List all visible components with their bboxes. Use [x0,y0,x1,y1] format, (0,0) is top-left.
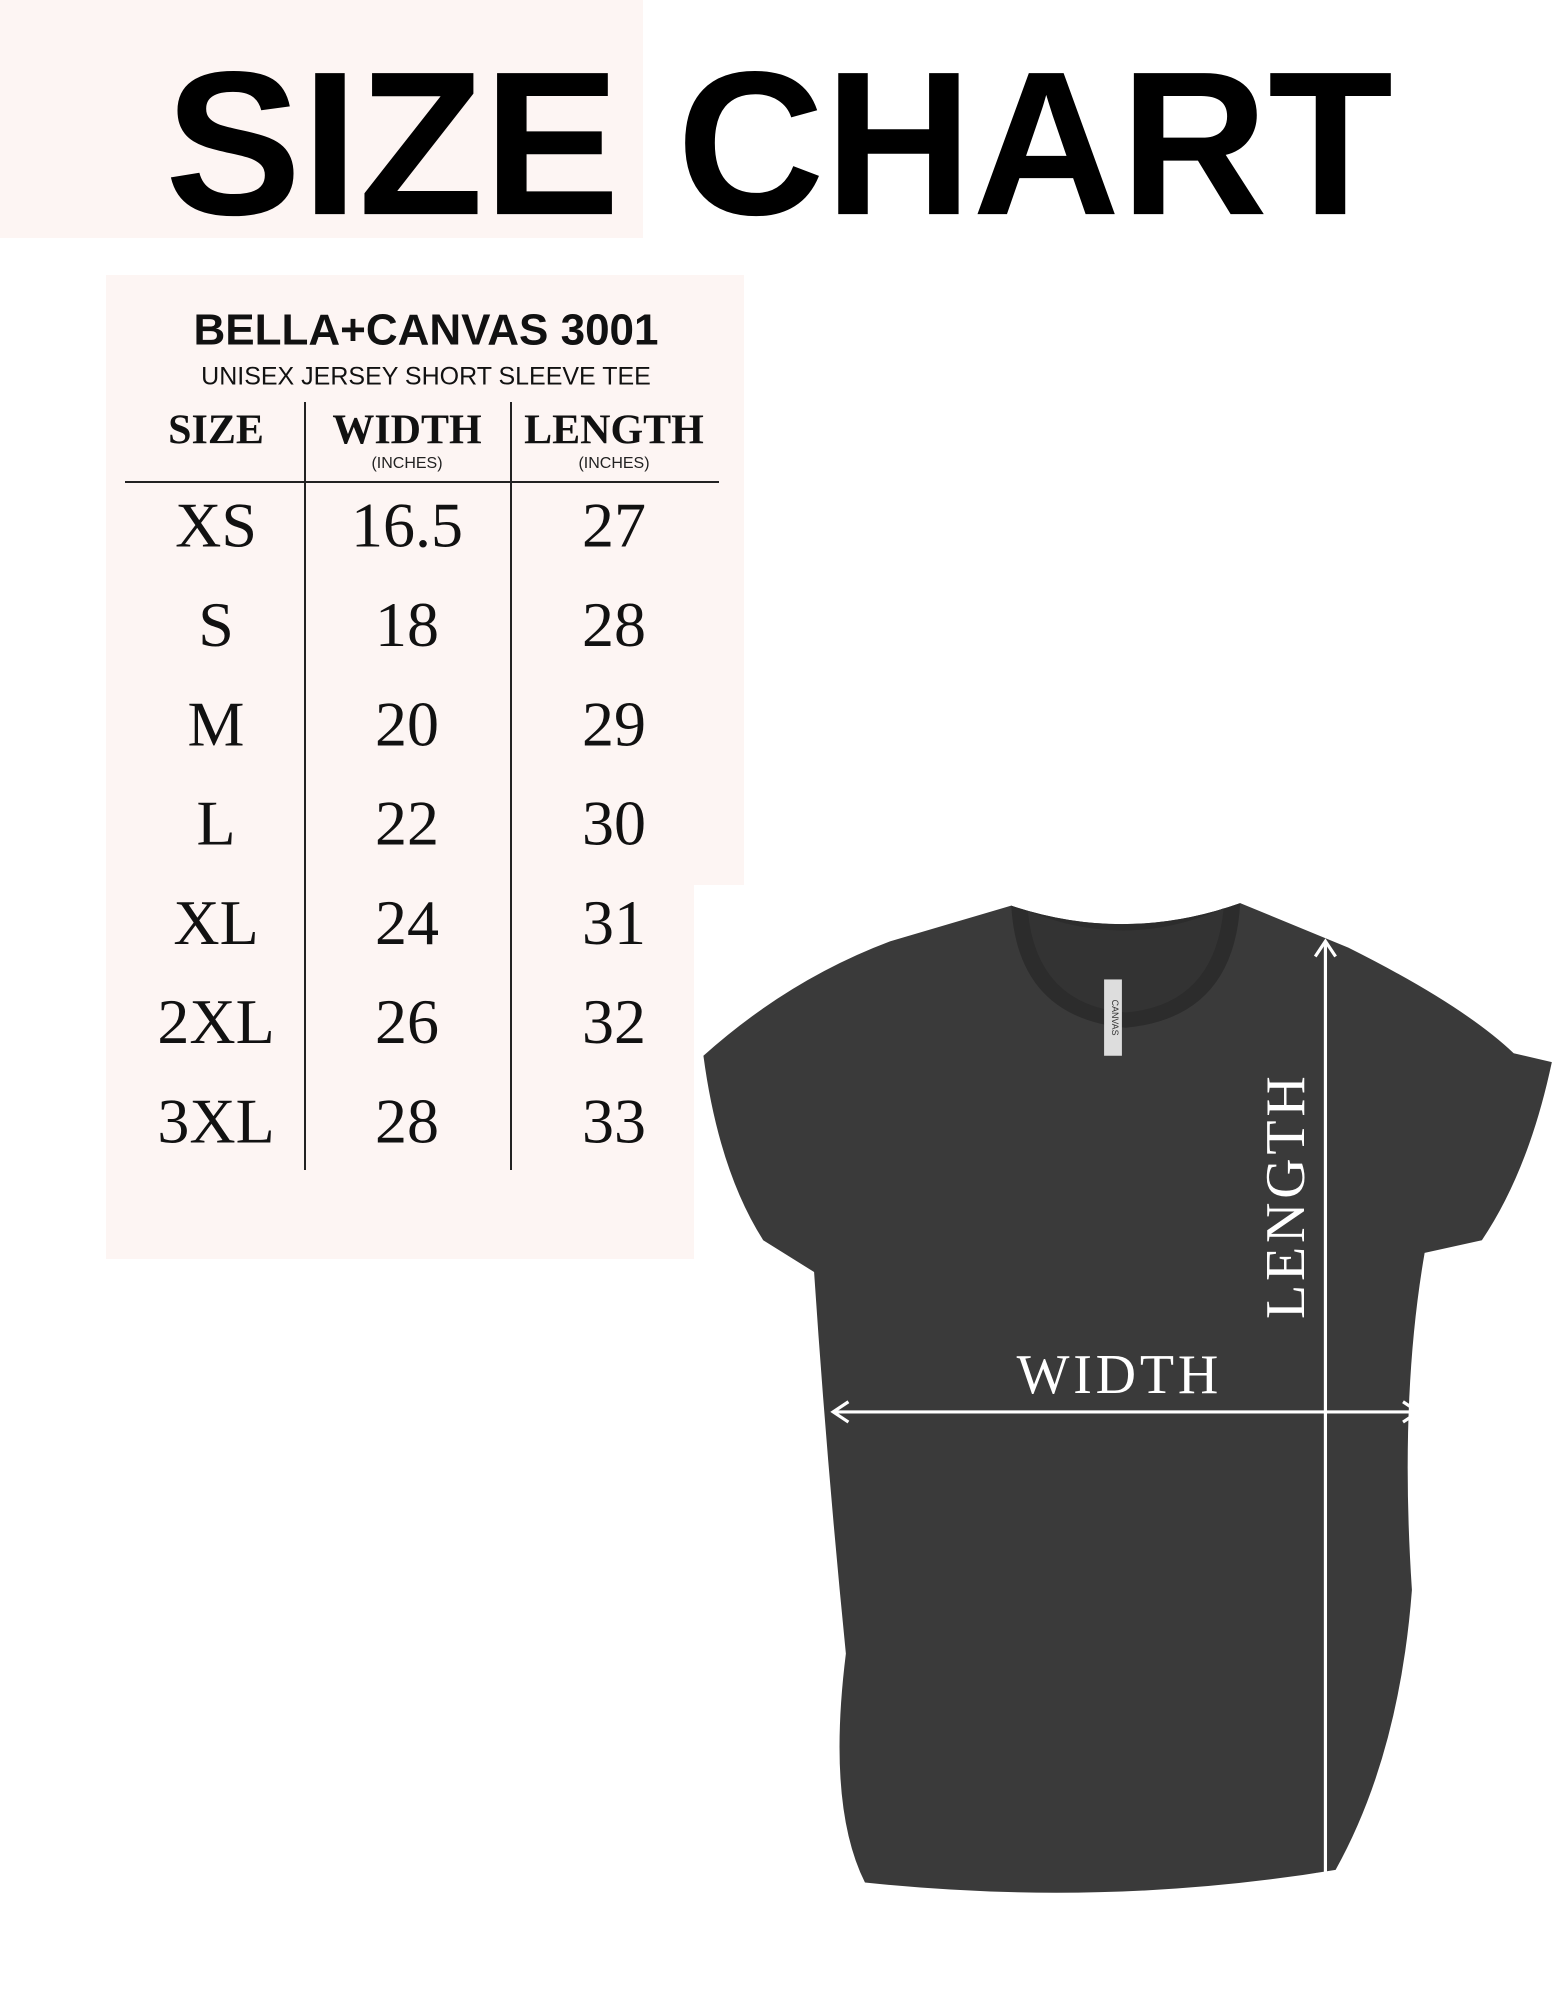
width-label: WIDTH [1017,1344,1223,1406]
measure-cell: 16.5 [351,490,463,561]
column-header: WIDTH [332,408,481,454]
tag-label: CANVAS [1110,1000,1120,1036]
size-cell: XL [173,887,258,958]
column-unit: (INCHES) [371,455,442,472]
measure-cell: 30 [582,788,646,859]
size-cell: XS [175,490,257,561]
brand: BELLA+CANVAS 3001 [194,306,659,355]
measure-cell: 28 [375,1085,439,1156]
measure-cell: 28 [582,589,646,660]
size-cell: M [188,688,245,759]
measure-cell: 32 [582,986,646,1057]
table-background [106,275,744,1259]
size-cell: 3XL [157,1085,274,1156]
measure-cell: 29 [582,688,646,759]
title-background [0,0,643,238]
measure-cell: 31 [582,887,646,958]
column-header: LENGTH [524,408,704,454]
measure-cell: 20 [375,688,439,759]
length-arrow-heads [1313,938,1337,1892]
column-unit: (INCHES) [578,455,649,472]
shirt-body [703,903,1552,1893]
shirt-inner-neck [1027,908,1224,1013]
subtitle: UNISEX JERSEY SHORT SLEEVE TEE [201,363,651,391]
measure-cell: 26 [375,986,439,1057]
measure-cell: 24 [375,887,439,958]
width-arrow-heads [830,1400,1422,1424]
measure-cell: 18 [375,589,439,660]
shirt: WIDTH LENGTH CANVAS [703,903,1552,1893]
size-table: SIZE WIDTH(INCHES)LENGTH(INCHES)XS 16.5 27S… [157,408,704,1157]
length-label: LENGTH [1255,1072,1317,1319]
size-cell: L [196,788,235,859]
column-header: SIZE [168,408,264,454]
shirt-tag [1104,979,1122,1056]
page-title: SIZE CHART [165,29,1393,258]
size-cell: 2XL [157,986,274,1057]
measure-cell: 27 [582,490,646,561]
measure-cell: 22 [375,788,439,859]
size-cell: S [198,589,234,660]
measure-cell: 33 [582,1085,646,1156]
